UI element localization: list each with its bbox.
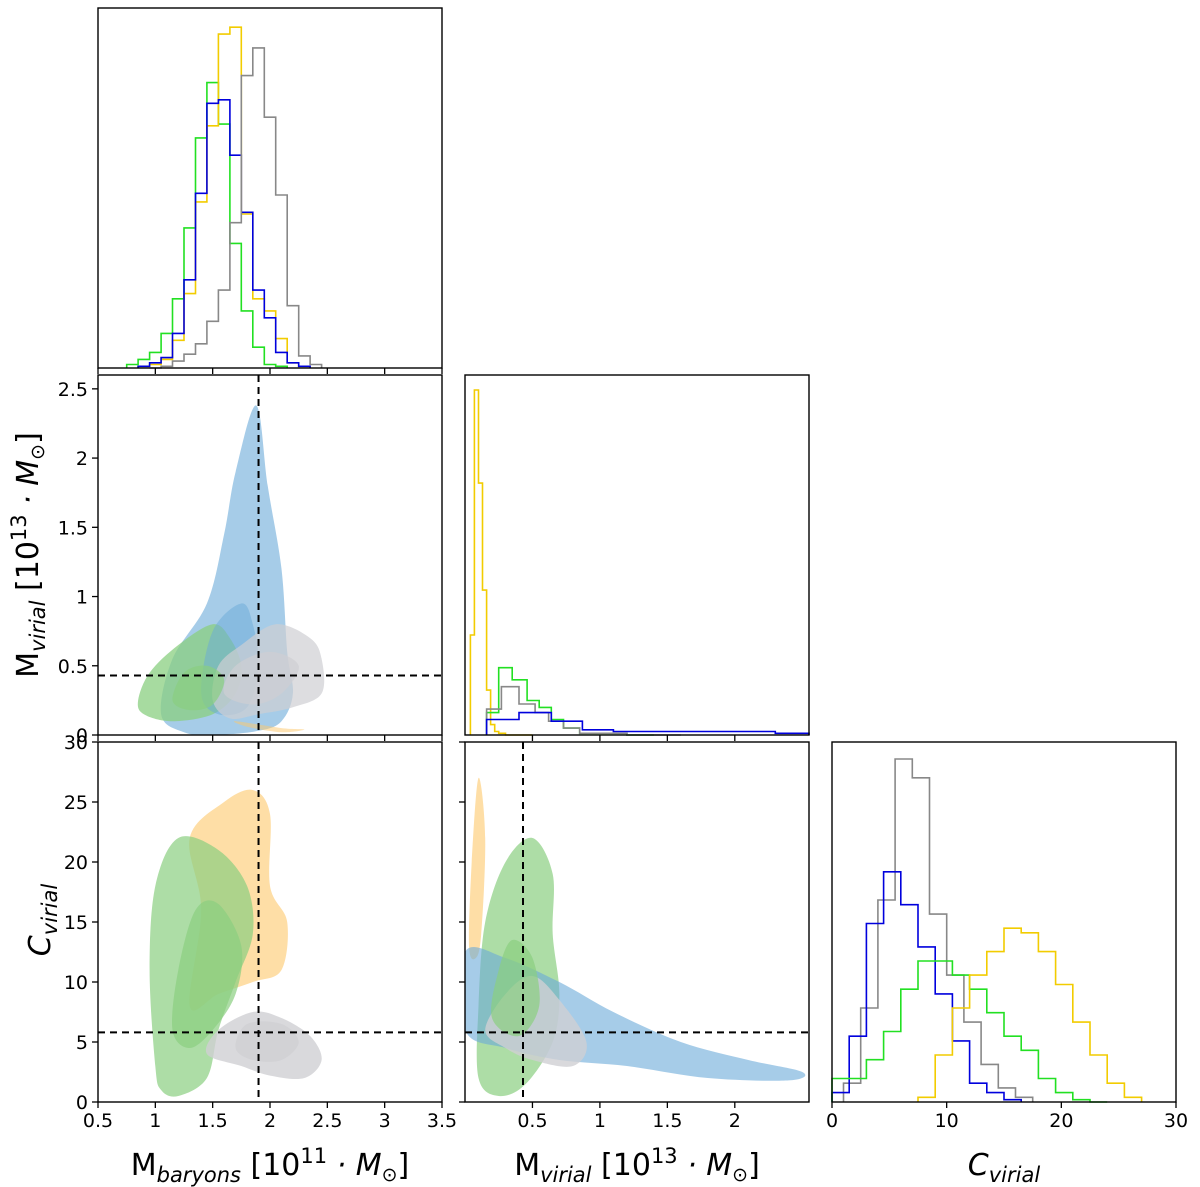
contour-fill_green (172, 665, 225, 711)
tick-label-mbaryons: 3.5 (427, 1110, 457, 1132)
tick-label-mvirial-y: 1 (76, 587, 88, 609)
tick-labels: 0.5 1 1.5 2 2.5 3 3.5 0.5 1 1.5 2 0 10 20 3000.511.522… (58, 379, 1188, 1132)
tick-label-cvirial: 10 (935, 1110, 959, 1132)
hist-line-blue (137, 99, 311, 368)
hist-line-yellow (137, 26, 311, 368)
hist-line-yellow (917, 927, 1143, 1102)
tick-label-mbaryons: 2.5 (312, 1110, 342, 1132)
tick-label-cvirial-y: 10 (64, 972, 88, 994)
tick-label-mvirial: 1.5 (652, 1110, 682, 1132)
tick-marks (92, 741, 443, 1108)
tick-label-cvirial: 30 (1164, 1110, 1188, 1132)
contours-mbaryons-mvirial (137, 405, 325, 735)
hist-line-blue (831, 871, 1022, 1102)
contour-fill_grey (223, 651, 299, 705)
tick-marks (97, 368, 443, 374)
histogram-mvirial (469, 389, 810, 736)
reference-lines (98, 742, 442, 1102)
contour-layer (149, 789, 322, 1097)
contour-layer (137, 405, 325, 735)
tick-label-mbaryons: 2 (264, 1110, 276, 1132)
tick-label-cvirial-y: 25 (64, 792, 88, 814)
tick-label-mvirial: 1 (594, 1110, 606, 1132)
tick-label-mvirial: 2 (729, 1110, 741, 1132)
panel-frame (464, 374, 810, 736)
panel-hist-mvirial (464, 374, 810, 741)
panel-hist-mbaryons (97, 7, 443, 374)
panel-mbaryons-vs-cvirial (92, 741, 443, 1108)
hist-line-grey (149, 47, 323, 369)
reference-lines (465, 742, 809, 1102)
tick-marks (831, 1102, 1177, 1108)
tick-label-mvirial-y: 0 (76, 725, 88, 747)
tick-label-mbaryons: 1.5 (198, 1110, 228, 1132)
tick-label-cvirial: 0 (826, 1110, 838, 1132)
contour-fill_orange (468, 777, 486, 960)
tick-label-mvirial: 0.5 (517, 1110, 547, 1132)
panel-mbaryons-vs-mvirial (92, 374, 443, 741)
panel-frame (97, 7, 443, 369)
contour-fill_orange (233, 721, 305, 733)
ylabel-cvirial: Cvirial (23, 884, 62, 957)
ylabel-mvirial: Mvirial [1013 · M⊙] (7, 432, 50, 678)
tick-label-cvirial-y: 30 (64, 732, 88, 754)
tick-marks (459, 741, 736, 1108)
tick-label-mvirial-y: 2.5 (58, 379, 88, 401)
hist-line-green (485, 666, 654, 736)
tick-label-cvirial-y: 0 (76, 1092, 88, 1114)
panel-frame (831, 741, 1177, 1103)
hist-line-yellow (469, 389, 533, 736)
panel-hist-cvirial (831, 741, 1177, 1108)
tick-label-cvirial-y: 5 (76, 1032, 88, 1054)
contour-fill_green (171, 900, 243, 1048)
xlabel-mvirial: Mvirial [1013 · M⊙] (514, 1144, 760, 1187)
contours-mbaryons-cvirial (149, 789, 322, 1097)
tick-label-mbaryons: 1 (149, 1110, 161, 1132)
reference-lines (98, 375, 442, 735)
hist-line-blue (485, 711, 810, 735)
contour-layer (465, 777, 806, 1097)
panel-mvirial-vs-cvirial (459, 741, 810, 1108)
tick-label-cvirial-y: 20 (64, 852, 88, 874)
histogram-mbaryons (125, 26, 323, 369)
histogram-cvirial (831, 758, 1143, 1103)
tick-marks (92, 388, 443, 741)
tick-label-mvirial-y: 1.5 (58, 517, 88, 539)
xlabel-mbaryons: Mbaryons [1011 · M⊙] (131, 1144, 410, 1187)
xlabel-cvirial: Cvirial (968, 1148, 1041, 1187)
tick-label-mbaryons: 3 (379, 1110, 391, 1132)
tick-label-mbaryons: 0.5 (83, 1110, 113, 1132)
contours-mvirial-cvirial (465, 777, 806, 1097)
tick-marks (531, 735, 736, 741)
tick-label-mvirial-y: 2 (76, 448, 88, 470)
tick-label-cvirial: 20 (1049, 1110, 1073, 1132)
tick-label-cvirial-y: 15 (64, 912, 88, 934)
hist-line-grey (842, 758, 1034, 1102)
hist-line-grey (485, 685, 681, 736)
tick-label-mvirial-y: 0.5 (58, 656, 88, 678)
contour-fill_green (491, 939, 540, 1037)
